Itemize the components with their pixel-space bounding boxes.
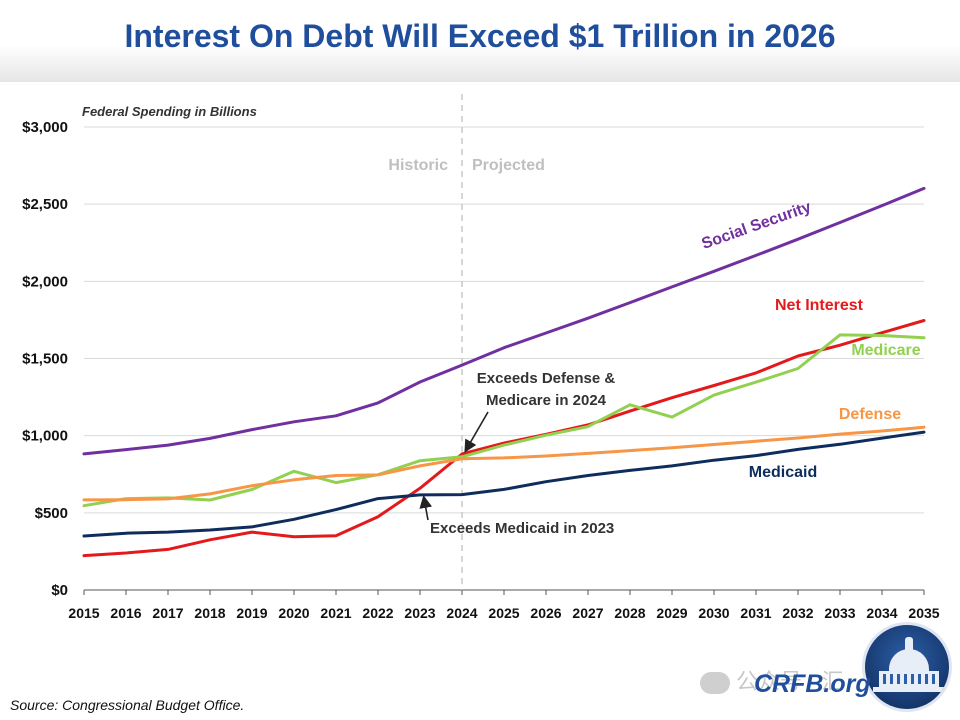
- series-lines: [82, 186, 926, 558]
- gridlines: [84, 126, 924, 514]
- x-tick-label: 2032: [782, 605, 813, 621]
- x-tick-label: 2020: [278, 605, 309, 621]
- y-tick-label: $2,500: [22, 196, 68, 213]
- historic-label: Historic: [388, 157, 448, 174]
- series-line-medicare: [82, 333, 926, 508]
- annotation-text: Exceeds Defense & Medicare in 2024: [477, 370, 616, 409]
- x-tick-label: 2031: [740, 605, 771, 621]
- series-line-social-security: [82, 186, 926, 456]
- series-line-medicaid: [82, 430, 926, 538]
- y-tick-label: $500: [35, 505, 68, 522]
- projected-label: Projected: [472, 157, 545, 174]
- watermark-text: 公众号 · 汇: [736, 669, 844, 694]
- x-tick-label: 2022: [362, 605, 393, 621]
- watermark: 公众号 · 汇: [700, 664, 844, 696]
- series-line-defense: [82, 425, 926, 502]
- line-chart: $0 $500 $1,000 $1,500 $2,000 $2,500 $3,000 201…: [22, 94, 940, 621]
- series-label-medicare: Medicare: [851, 342, 920, 359]
- annotation-line: Exceeds Medicaid in 2023: [430, 520, 614, 537]
- crfb-logo-text: CRFB.org: [754, 670, 871, 698]
- series-label-social-security: Social Security: [700, 199, 814, 253]
- y-tick-label: $1,000: [22, 428, 68, 445]
- series-label-defense: Defense: [839, 406, 901, 423]
- x-tick-label: 2026: [530, 605, 561, 621]
- x-axis: 2015 2016 2017 2018 2019 2020 2021 2022 2023 2024…: [68, 589, 940, 621]
- annotation-line: Medicare in 2024: [486, 392, 607, 409]
- x-tick-label: 2018: [194, 605, 225, 621]
- annotation-arrow: [419, 495, 433, 521]
- y-tick-label: $2,000: [22, 273, 68, 290]
- x-tick-label: 2024: [446, 605, 477, 621]
- x-tick-label: 2029: [656, 605, 687, 621]
- x-tick-label: 2034: [866, 605, 897, 621]
- y-tick-label: $1,500: [22, 351, 68, 368]
- chat-icon: [700, 672, 730, 695]
- annotation-text: Exceeds Medicaid in 2023: [430, 520, 614, 537]
- x-tick-label: 2019: [236, 605, 267, 621]
- y-tick-label: $3,000: [22, 119, 68, 136]
- x-tick-label: 2023: [404, 605, 435, 621]
- series-label-net-interest: Net Interest: [775, 297, 864, 314]
- y-axis-label: Federal Spending in Billions: [82, 104, 257, 119]
- source-note: Source: Congressional Budget Office.: [10, 697, 245, 713]
- x-tick-label: 2025: [488, 605, 519, 621]
- annotation-arrow: [464, 411, 489, 453]
- x-tick-label: 2028: [614, 605, 645, 621]
- title-band: [0, 0, 960, 82]
- y-tick-label: $0: [51, 582, 68, 599]
- capitol-seal-logo: [862, 622, 952, 712]
- x-tick-label: 2030: [698, 605, 729, 621]
- annotations: Exceeds Defense & Medicare in 2024Exceeds…: [419, 370, 616, 537]
- series-line-net-interest: [82, 319, 926, 558]
- x-tick-label: 2016: [110, 605, 141, 621]
- annotation-line: Exceeds Defense &: [477, 370, 616, 387]
- x-tick-label: 2035: [908, 605, 939, 621]
- x-tick-label: 2033: [824, 605, 855, 621]
- series-label-medicaid: Medicaid: [749, 464, 817, 481]
- y-axis: $0 $500 $1,000 $1,500 $2,000 $2,500 $3,000: [22, 119, 68, 599]
- x-tick-label: 2027: [572, 605, 603, 621]
- x-tick-label: 2017: [152, 605, 183, 621]
- page-title: Interest On Debt Will Exceed $1 Trillion…: [124, 18, 836, 54]
- x-tick-label: 2015: [68, 605, 99, 621]
- x-tick-label: 2021: [320, 605, 351, 621]
